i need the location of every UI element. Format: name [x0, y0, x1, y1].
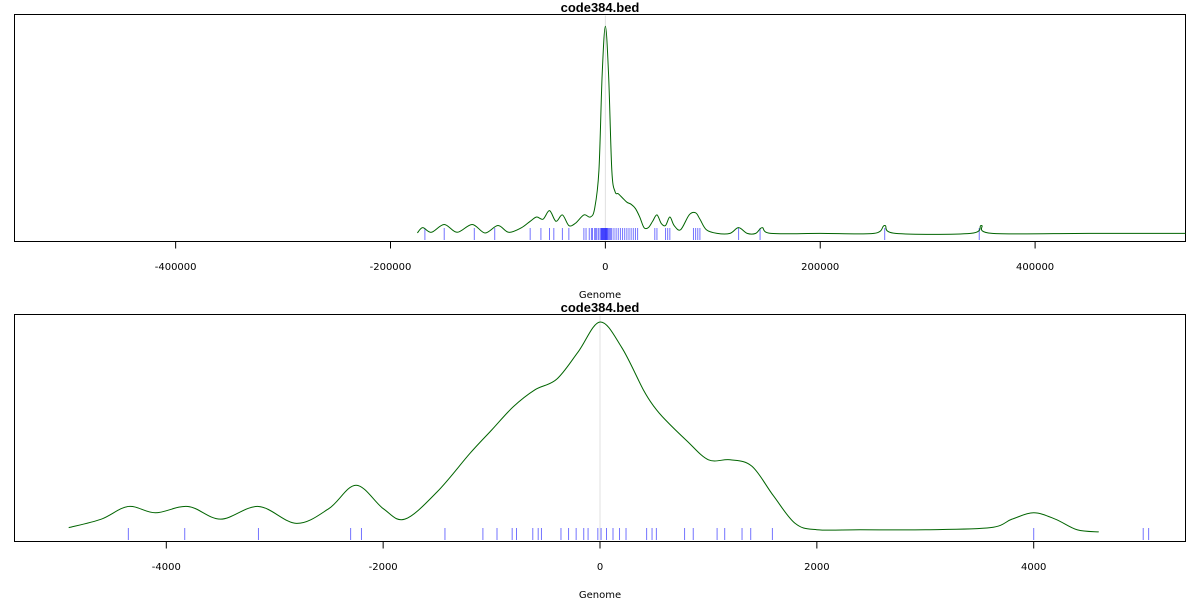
rug-marks: [424, 228, 980, 240]
x-axis-label: Genome: [579, 590, 621, 600]
x-axis: -400000 -200000 0 200000 400000: [155, 241, 1054, 273]
x-tick-label: -4000: [152, 562, 181, 573]
x-axis-label: Genome: [579, 290, 621, 301]
chart-panel-top: code384.bed -400000 -200000 0 200000 400000 …: [14, 0, 1186, 301]
x-tick-label: 2000: [804, 562, 829, 573]
x-tick-label: -200000: [370, 262, 412, 273]
density-line: [416, 25, 1186, 235]
chart-panel-bottom: code384.bed -4000 -2000 0 2000 4000 Genome: [14, 300, 1186, 600]
chart-title: code384.bed: [561, 0, 640, 15]
x-tick-label: 400000: [1016, 262, 1054, 273]
rug-marks: [127, 528, 1150, 540]
x-axis: -4000 -2000 0 2000 4000: [152, 541, 1046, 573]
plot-frame: [14, 14, 1186, 242]
x-tick-label: 200000: [801, 262, 839, 273]
density-line: [68, 321, 1099, 533]
chart-title: code384.bed: [561, 300, 640, 315]
x-tick-label: 4000: [1021, 562, 1046, 573]
x-tick-label: 0: [602, 262, 608, 273]
x-tick-label: 0: [597, 562, 603, 573]
x-tick-label: -2000: [369, 562, 398, 573]
x-tick-label: -400000: [155, 262, 197, 273]
